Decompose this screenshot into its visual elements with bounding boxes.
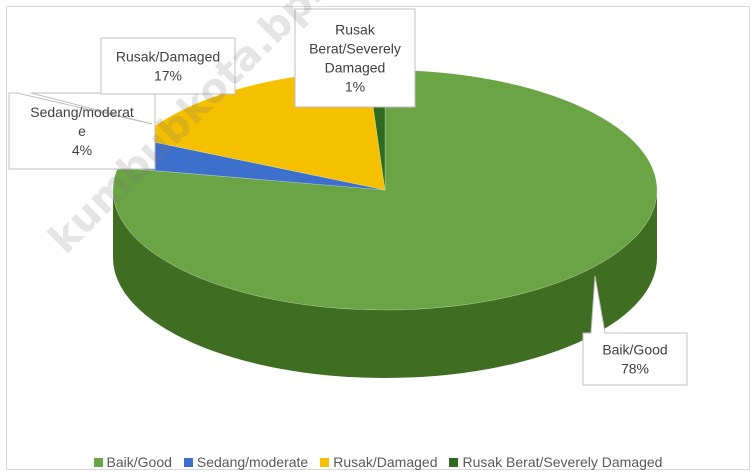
data-label-3-line-0: Rusak [335,22,376,38]
legend-label-2: Rusak/Damaged [333,454,438,470]
legend-swatch-2 [320,457,330,467]
data-label-2-line-0: Rusak/Damaged [116,49,220,65]
data-label-3-line-2: Damaged [325,60,386,76]
data-label-2-line-1: 17% [154,68,182,84]
legend-item-1: Sedang/moderate [183,454,309,470]
data-label-1-line-2: 4% [72,142,92,158]
data-label-3-line-1: Berat/Severely [309,41,401,57]
legend-item-3: Rusak Berat/Severely Damaged [449,454,662,470]
data-label-0-line-1: 78% [621,361,649,377]
data-label-box-1 [8,92,156,170]
legend-swatch-0 [93,457,103,467]
legend-item-2: Rusak/Damaged [320,454,437,470]
data-label-1-line-1: e [78,123,86,139]
data-label-1-line-0: Sedang/moderat [30,104,134,120]
legend-label-3: Rusak Berat/Severely Damaged [462,454,663,470]
pie-slice-0 [112,69,658,311]
legend-swatch-1 [183,457,193,467]
data-label-box-2 [100,37,236,95]
legend-swatch-3 [449,457,459,467]
data-label-box-3 [294,8,416,108]
legend-item-0: Baik/Good [93,454,172,470]
data-label-box-0 [582,275,688,386]
legend-label-1: Sedang/moderate [196,454,309,470]
legend-label-0: Baik/Good [106,454,172,470]
data-label-0-line-0: Baik/Good [602,342,667,358]
data-label-3-line-3: 1% [345,79,365,95]
legend: Baik/Good Sedang/moderate Rusak/Damaged Rus… [0,454,756,470]
pie-side-0 [113,190,657,378]
